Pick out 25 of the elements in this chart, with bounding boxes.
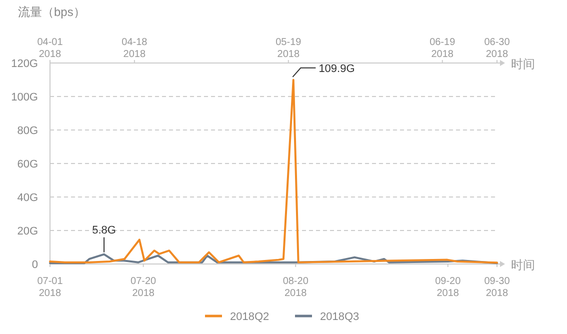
x2-tick-label: 06-30 2018 — [484, 37, 510, 60]
line-series — [49, 253, 498, 264]
x-tick-label: 07-20 2018 — [130, 276, 157, 299]
x2-axis-title: 时间 — [511, 57, 535, 71]
y-tick-label: 40G — [17, 192, 38, 204]
x2-tick-label: 04-01 2018 — [37, 37, 64, 60]
annotation: 109.9G — [318, 62, 355, 75]
x-tick-label: 09-20 2018 — [435, 276, 462, 299]
y-tick-label: 0 — [32, 259, 38, 271]
x-axis-title: 时间 — [511, 258, 535, 272]
y-axis-title: 流量（bps） — [18, 5, 86, 19]
legend-label: 2018Q2 — [230, 311, 270, 323]
y-tick-label: 60G — [17, 158, 38, 170]
x-tick-label: 09-30 2018 — [484, 276, 510, 299]
y-tick-label: 100G — [11, 92, 38, 104]
x2-tick-label: 06-19 2018 — [430, 37, 456, 60]
x-tick-label: 08-20 2018 — [282, 276, 309, 299]
y-tick-label: 20G — [17, 226, 38, 238]
x-tick-label: 07-01 2018 — [37, 276, 64, 299]
y-tick-label: 120G — [11, 58, 38, 70]
x2-tick-label: 05-19 2018 — [276, 37, 302, 60]
legend-label: 2018Q3 — [320, 311, 360, 323]
annotation: 5.8G — [92, 224, 116, 236]
x2-tick-label: 04-18 2018 — [122, 37, 148, 60]
y-tick-label: 80G — [17, 125, 38, 137]
